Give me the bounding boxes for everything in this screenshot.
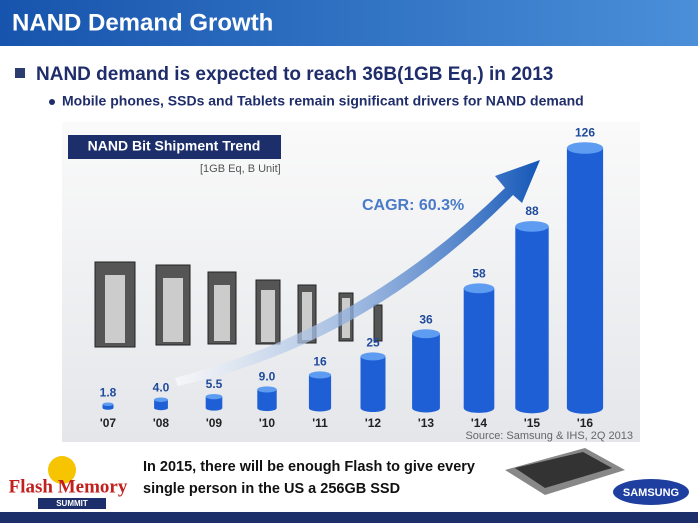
- bullet-text: NAND demand is expected to reach 36B(1GB…: [36, 64, 553, 85]
- bar-base: [566, 402, 604, 414]
- bar-base: [257, 404, 277, 412]
- value-label: 25: [366, 336, 380, 350]
- bar-base: [102, 406, 114, 410]
- bar-base: [205, 405, 223, 411]
- bar-base: [154, 405, 168, 411]
- source: Source: Samsung & IHS, 2Q 2013: [465, 430, 633, 442]
- x-tick-label: '07: [100, 416, 117, 430]
- samsung-logo: [613, 479, 689, 505]
- value-label: 5.5: [206, 377, 223, 391]
- bars: 1.8 '07 4.0 '08 5.5 '09 9.0 '10 16 '11 25 '12 36 '13 5…: [100, 125, 604, 430]
- value-label: 58: [472, 267, 486, 281]
- bar-base: [360, 404, 386, 412]
- bar: [102, 404, 114, 408]
- bar-cap: [308, 371, 332, 379]
- bar: [205, 396, 223, 408]
- x-tick-label: '10: [259, 416, 276, 430]
- value-label: 16: [313, 355, 327, 369]
- chart-title: NAND Bit Shipment Trend: [88, 138, 261, 154]
- bar-base: [412, 403, 440, 413]
- bar: [360, 356, 386, 408]
- value-label: 36: [419, 312, 433, 326]
- bar-cap: [463, 283, 495, 294]
- bar: [566, 148, 604, 408]
- header-bar: [0, 0, 698, 46]
- x-tick-label: '13: [418, 416, 435, 430]
- bar: [515, 226, 549, 408]
- value-label: 1.8: [100, 386, 117, 400]
- bullet-icon: [15, 68, 25, 78]
- samsung-text: SAMSUNG: [623, 487, 679, 499]
- x-tick-label: '16: [577, 416, 594, 430]
- sub-bullet-text: Mobile phones, SSDs and Tablets remain s…: [62, 93, 584, 109]
- chip-images: [94, 261, 383, 348]
- x-tick-label: '11: [312, 416, 328, 430]
- chart-title-box: [68, 135, 281, 159]
- bar: [257, 389, 277, 408]
- bar-cap: [102, 402, 114, 407]
- x-tick-label: '08: [153, 416, 170, 430]
- bar-cap: [257, 386, 277, 393]
- bar-cap: [515, 221, 549, 232]
- slide-title: NAND Demand Growth: [12, 9, 273, 36]
- x-tick-label: '15: [524, 416, 541, 430]
- bar-base: [515, 402, 549, 414]
- bar-cap: [205, 393, 223, 400]
- value-label: 88: [525, 204, 539, 218]
- logo-left: Flash Memory SUMMIT: [9, 456, 128, 509]
- footer-note: In 2015, there will be enough Flash to g…: [143, 459, 475, 497]
- value-label: 126: [575, 125, 595, 139]
- footer-bar: [0, 512, 698, 523]
- logo-sub: SUMMIT: [56, 499, 88, 508]
- logo-text: Flash Memory: [9, 476, 128, 497]
- bar: [463, 288, 495, 408]
- x-tick-label: '14: [471, 416, 488, 430]
- value-label: 9.0: [259, 369, 276, 383]
- ssd-image: [505, 448, 625, 495]
- x-tick-label: '12: [365, 416, 382, 430]
- chart-area: [62, 122, 640, 442]
- bar-cap: [154, 397, 168, 402]
- value-label: 4.0: [153, 381, 170, 395]
- x-tick-label: '09: [206, 416, 223, 430]
- chart-subtitle: [1GB Eq, B Unit]: [200, 163, 281, 175]
- bar-cap: [566, 142, 604, 154]
- growth-arrow: [175, 160, 540, 386]
- bar-base: [308, 404, 332, 412]
- bar: [308, 374, 332, 408]
- bar-cap: [360, 352, 386, 361]
- bar-cap: [412, 329, 440, 339]
- bar: [154, 399, 168, 408]
- annotation: CAGR: 60.3%: [362, 197, 464, 214]
- sub-bullet-icon: [49, 99, 55, 105]
- bar-base: [463, 403, 495, 413]
- bar: [412, 333, 440, 408]
